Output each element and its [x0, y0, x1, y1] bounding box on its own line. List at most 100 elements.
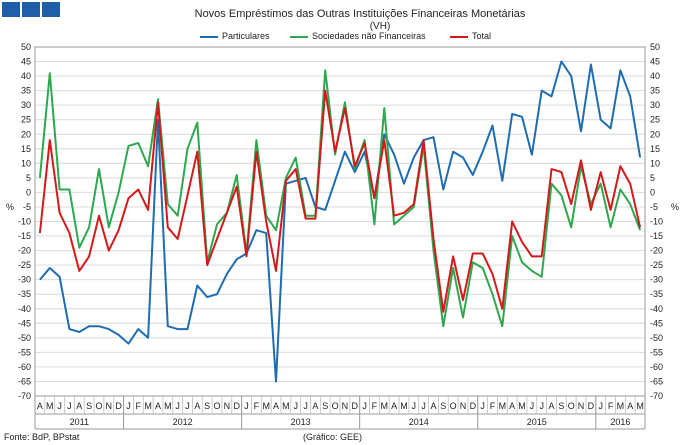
- y-tick-label-left: -45: [18, 318, 31, 328]
- chart-subtitle: (VH): [369, 21, 391, 32]
- y-tick-label-left: -35: [18, 289, 31, 299]
- x-tick-label-month: J: [598, 401, 603, 411]
- y-tick-label-right: 0: [650, 187, 655, 197]
- y-tick-label-right: -15: [650, 231, 663, 241]
- header-square-1: [2, 2, 20, 17]
- y-tick-label-right: 10: [650, 158, 660, 168]
- y-tick-label-left: 45: [21, 57, 31, 67]
- x-tick-label-month: M: [381, 401, 389, 411]
- y-tick-label-right: -55: [650, 347, 663, 357]
- legend-swatch-particulares: [200, 35, 218, 38]
- y-tick-label-left: -55: [18, 347, 31, 357]
- x-tick-label-year: 2013: [291, 417, 311, 427]
- y-tick-label-right: -10: [650, 217, 663, 227]
- y-tick-label-left: -70: [18, 391, 31, 401]
- y-tick-label-right: -25: [650, 260, 663, 270]
- y-tick-label-left: 5: [26, 173, 31, 183]
- x-tick-label-year: 2015: [527, 417, 547, 427]
- y-tick-label-left: 35: [21, 86, 31, 96]
- legend-label-sociedades: Sociedades não Financeiras: [312, 31, 426, 41]
- y-tick-label-left: 30: [21, 100, 31, 110]
- y-tick-label-left: 10: [21, 158, 31, 168]
- x-tick-label-month: J: [244, 401, 249, 411]
- x-tick-label-month: A: [549, 401, 555, 411]
- header-square-2: [22, 2, 40, 17]
- x-tick-label-month: N: [106, 401, 113, 411]
- x-tick-label-month: O: [450, 401, 457, 411]
- y-tick-label-left: 25: [21, 115, 31, 125]
- x-tick-label-month: S: [322, 401, 328, 411]
- x-tick-label-month: M: [262, 401, 270, 411]
- x-tick-label-month: D: [470, 401, 477, 411]
- y-tick-label-left: 20: [21, 129, 31, 139]
- x-tick-label-month: J: [480, 401, 485, 411]
- y-tick-label-left: -30: [18, 275, 31, 285]
- x-tick-label-month: M: [518, 401, 526, 411]
- x-tick-label-month: D: [115, 401, 122, 411]
- x-tick-label-month: O: [568, 401, 575, 411]
- legend-label-particulares: Particulares: [222, 31, 270, 41]
- x-tick-label-month: M: [144, 401, 152, 411]
- x-tick-label-month: J: [421, 401, 426, 411]
- y-tick-label-right: 40: [650, 71, 660, 81]
- x-tick-label-month: A: [194, 401, 200, 411]
- graphic-note: (Gráfico: GEE): [303, 432, 363, 442]
- y-tick-label-left: -65: [18, 376, 31, 386]
- x-tick-label-month: S: [204, 401, 210, 411]
- y-tick-label-right: 30: [650, 100, 660, 110]
- y-tick-label-right: -70: [650, 391, 663, 401]
- x-tick-label-month: A: [155, 401, 161, 411]
- x-tick-label-month: J: [57, 401, 62, 411]
- y-tick-label-right: -40: [650, 304, 663, 314]
- x-tick-label-month: A: [76, 401, 82, 411]
- x-tick-label-month: A: [627, 401, 633, 411]
- x-tick-label-month: J: [293, 401, 298, 411]
- y-tick-label-left: 0: [26, 187, 31, 197]
- y-tick-label-left: -10: [18, 217, 31, 227]
- x-tick-label-month: J: [303, 401, 308, 411]
- x-tick-label-month: O: [332, 401, 339, 411]
- x-tick-label-month: A: [273, 401, 279, 411]
- x-tick-label-month: J: [530, 401, 535, 411]
- x-tick-label-month: A: [37, 401, 43, 411]
- legend-label-total: Total: [472, 31, 492, 41]
- x-tick-label-month: M: [499, 401, 507, 411]
- x-tick-label-month: M: [282, 401, 290, 411]
- x-tick-label-month: J: [362, 401, 367, 411]
- x-tick-label-year: 2016: [610, 417, 630, 427]
- legend-swatch-total: [450, 35, 468, 38]
- y-tick-label-left: -5: [23, 202, 31, 212]
- x-tick-label-month: J: [67, 401, 72, 411]
- x-tick-label-month: F: [372, 401, 378, 411]
- series-line-3: [38, 89, 642, 313]
- x-tick-label-month: A: [430, 401, 436, 411]
- header-square-3: [42, 2, 60, 17]
- legend-item-sociedades: Sociedades não Financeiras: [290, 31, 426, 41]
- y-tick-label-right: 35: [650, 86, 660, 96]
- x-tick-label-month: D: [588, 401, 595, 411]
- x-tick-label-month: D: [352, 401, 359, 411]
- y-tick-label-right: 5: [650, 173, 655, 183]
- x-tick-label-month: M: [400, 401, 408, 411]
- x-tick-label-month: O: [95, 401, 102, 411]
- y-tick-label-right: -65: [650, 376, 663, 386]
- y-tick-label-left: -40: [18, 304, 31, 314]
- y-axis-label-left: %: [6, 202, 14, 212]
- x-tick-label-year: 2014: [409, 417, 429, 427]
- x-tick-label-month: M: [617, 401, 625, 411]
- chart-title: Novos Empréstimos das Outras Instituiçõe…: [194, 8, 526, 20]
- y-tick-label-right: -60: [650, 362, 663, 372]
- legend: Particulares Sociedades não Financeiras …: [200, 31, 530, 45]
- x-tick-label-month: J: [412, 401, 417, 411]
- x-tick-label-month: J: [185, 401, 190, 411]
- y-tick-label-right: -20: [650, 246, 663, 256]
- y-tick-label-right: 50: [650, 42, 660, 52]
- y-tick-label-right: -50: [650, 333, 663, 343]
- x-tick-label-month: F: [608, 401, 614, 411]
- y-tick-label-right: -45: [650, 318, 663, 328]
- x-tick-label-month: F: [490, 401, 496, 411]
- x-tick-label-month: M: [164, 401, 172, 411]
- source-note: Fonte: BdP, BPstat: [4, 432, 80, 442]
- y-tick-label-right: -35: [650, 289, 663, 299]
- x-tick-label-month: F: [136, 401, 142, 411]
